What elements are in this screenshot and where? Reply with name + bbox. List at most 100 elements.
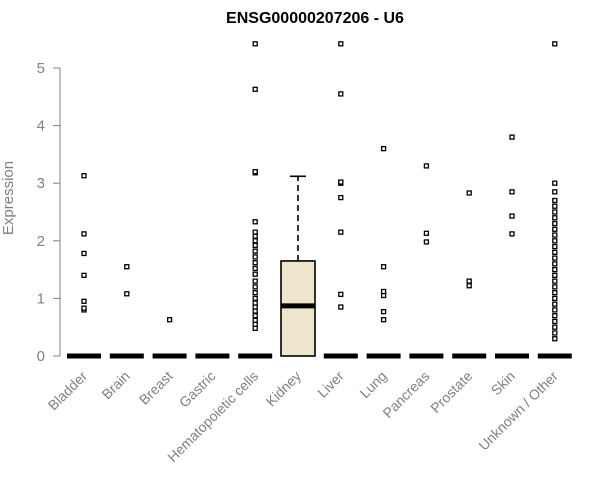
outlier-point: [552, 226, 558, 232]
outlier-point: [552, 255, 558, 261]
box-group: [323, 41, 358, 359]
outlier-point: [252, 295, 258, 302]
outlier-point: [552, 238, 558, 244]
y-tick-label: 4: [37, 118, 45, 135]
outlier-point: [552, 189, 558, 195]
x-tick-label: Pancreas: [379, 368, 432, 421]
outlier-point: [338, 91, 344, 97]
outlier-point: [552, 243, 558, 250]
outlier-point: [338, 194, 344, 201]
outlier-point: [252, 260, 258, 266]
outlier-point: [252, 238, 258, 244]
x-tick-label: Skin: [488, 368, 519, 399]
outlier-point: [552, 313, 558, 319]
box-group: [537, 41, 572, 359]
outlier-point: [380, 264, 387, 270]
outlier-point: [552, 180, 558, 186]
x-tick-label: Lung: [356, 368, 389, 401]
outlier-point: [552, 232, 558, 238]
outlier-point: [252, 300, 258, 306]
boxes: [67, 41, 572, 359]
outlier-point: [552, 261, 558, 267]
outlier-point: [552, 41, 558, 47]
outlier-point: [509, 134, 515, 140]
chart-title: ENSG00000207206 - U6: [226, 10, 404, 27]
outlier-point: [509, 231, 515, 237]
outlier-point: [81, 173, 87, 179]
outlier-point: [552, 301, 558, 307]
outlier-point: [466, 283, 472, 289]
outlier-point: [252, 254, 258, 260]
outlier-point: [252, 317, 258, 323]
outlier-point: [552, 266, 558, 273]
box: [280, 260, 316, 357]
box-group: [366, 145, 401, 359]
y-tick-label: 3: [37, 175, 45, 192]
outlier-point: [252, 271, 258, 277]
outlier-point: [252, 242, 258, 249]
outlier-point: [552, 215, 558, 221]
outlier-point: [338, 179, 344, 185]
box-group: [452, 190, 487, 359]
outlier-point: [552, 272, 558, 279]
outlier-point: [552, 278, 558, 284]
outlier-point: [552, 284, 558, 290]
y-tick-label: 0: [37, 348, 45, 365]
y-tick-label: 1: [37, 290, 45, 307]
outlier-point: [552, 220, 558, 227]
outlier-point: [423, 239, 430, 245]
outlier-point: [466, 190, 472, 196]
outlier-point: [81, 305, 87, 311]
outlier-point: [166, 317, 173, 323]
outlier-point: [252, 248, 258, 254]
outlier-point: [338, 304, 344, 310]
x-tick-label: Prostate: [427, 368, 475, 416]
outlier-point: [81, 272, 87, 279]
outlier-point: [552, 307, 558, 313]
outlier-point: [552, 324, 558, 330]
outlier-point: [338, 291, 344, 298]
outlier-point: [252, 313, 258, 319]
outlier-point: [380, 308, 387, 315]
outlier-point: [252, 219, 258, 225]
y-tick-label: 2: [37, 233, 45, 250]
outlier-point: [252, 265, 258, 272]
outlier-point: [252, 86, 258, 92]
outlier-point: [552, 295, 558, 302]
y-axis-label: Expression: [0, 161, 17, 235]
outlier-point: [552, 336, 558, 342]
x-tick-label: Kidney: [263, 368, 305, 410]
box-group: [280, 175, 316, 357]
outlier-point: [81, 250, 87, 257]
x-tick-label: Gastric: [176, 368, 219, 411]
x-tick-label: Bladder: [45, 368, 91, 414]
outlier-point: [466, 278, 472, 284]
outlier-point: [509, 213, 515, 219]
box-group: [67, 173, 101, 359]
outlier-point: [552, 209, 558, 215]
outlier-point: [423, 163, 430, 169]
box-group: [238, 41, 273, 359]
outlier-point: [252, 41, 258, 47]
outlier-point: [552, 203, 558, 209]
outlier-point: [380, 145, 387, 152]
outlier-point: [81, 298, 87, 304]
outlier-point: [252, 229, 258, 235]
outlier-point: [252, 169, 258, 175]
box-group: [152, 317, 187, 359]
outlier-point: [124, 291, 130, 297]
outlier-point: [552, 197, 558, 204]
outlier-point: [81, 231, 87, 237]
outlier-point: [380, 288, 387, 295]
outlier-point: [552, 289, 558, 296]
box-group: [109, 264, 144, 359]
y-axis: 0 1 2 3 4 5: [37, 60, 61, 365]
x-tick-label: Breast: [136, 368, 176, 408]
x-tick-label: Unknown / Other: [475, 368, 561, 454]
outlier-point: [552, 249, 558, 255]
outlier-point: [338, 41, 344, 47]
outlier-point: [423, 230, 430, 236]
outlier-point: [552, 318, 558, 325]
